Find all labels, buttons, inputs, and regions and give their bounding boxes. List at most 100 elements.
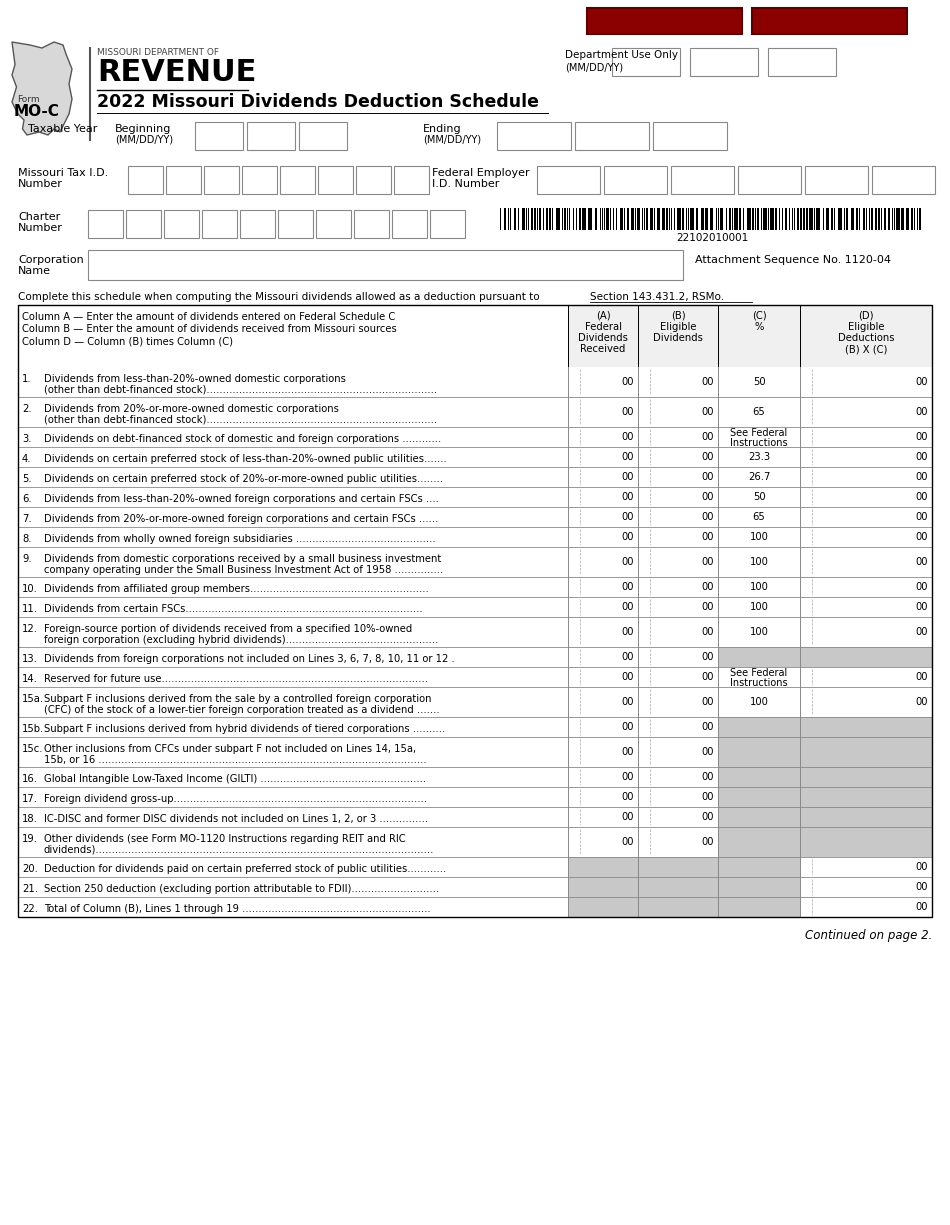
Bar bbox=[627, 208, 629, 230]
Bar bbox=[800, 767, 932, 786]
Text: Corporation: Corporation bbox=[18, 255, 84, 265]
Bar bbox=[716, 208, 717, 230]
Text: 00: 00 bbox=[701, 472, 714, 481]
Text: 5.: 5. bbox=[22, 474, 31, 484]
Text: 00: 00 bbox=[701, 697, 714, 707]
Bar bbox=[859, 208, 860, 230]
Bar bbox=[785, 208, 787, 230]
Bar bbox=[800, 305, 932, 367]
Text: 00: 00 bbox=[916, 472, 928, 481]
Bar bbox=[768, 208, 769, 230]
Text: 00: 00 bbox=[701, 812, 714, 822]
Bar bbox=[872, 167, 935, 194]
Bar bbox=[202, 209, 237, 238]
Text: Column A — Enter the amount of dividends entered on Federal Schedule C: Column A — Enter the amount of dividends… bbox=[22, 312, 395, 322]
Bar bbox=[701, 208, 704, 230]
Bar bbox=[568, 597, 638, 617]
Bar bbox=[800, 527, 932, 548]
Text: See Federal: See Federal bbox=[731, 428, 788, 439]
Text: (D): (D) bbox=[858, 311, 874, 321]
Bar bbox=[573, 208, 574, 230]
Bar bbox=[392, 209, 427, 238]
Bar bbox=[718, 647, 800, 666]
Text: (MM/DD/YY): (MM/DD/YY) bbox=[115, 135, 173, 145]
Text: Column D — Column (B) times Column (C): Column D — Column (B) times Column (C) bbox=[22, 336, 233, 345]
Text: Name: Name bbox=[18, 266, 51, 276]
Bar bbox=[638, 467, 718, 488]
Text: 00: 00 bbox=[621, 627, 634, 637]
Bar bbox=[718, 548, 800, 577]
Bar bbox=[911, 208, 913, 230]
Text: (B): (B) bbox=[671, 311, 685, 321]
Bar bbox=[195, 122, 243, 149]
Text: Ending: Ending bbox=[423, 124, 462, 134]
Text: 00: 00 bbox=[621, 697, 634, 707]
Bar bbox=[718, 687, 800, 717]
Bar bbox=[604, 208, 605, 230]
Bar bbox=[826, 208, 829, 230]
Bar bbox=[869, 208, 870, 230]
Text: 11.: 11. bbox=[22, 604, 38, 614]
Bar bbox=[620, 208, 623, 230]
Text: 00: 00 bbox=[621, 582, 634, 592]
Text: I.D. Number: I.D. Number bbox=[432, 179, 500, 189]
Bar bbox=[638, 488, 718, 507]
Bar bbox=[884, 208, 886, 230]
Bar bbox=[779, 208, 780, 230]
Text: REVENUE: REVENUE bbox=[97, 58, 256, 87]
Text: 00: 00 bbox=[701, 722, 714, 733]
Text: 00: 00 bbox=[701, 747, 714, 757]
Bar bbox=[642, 208, 643, 230]
Bar bbox=[600, 208, 601, 230]
Text: Dividends from affiliated group members.........................................: Dividends from affiliated group members.… bbox=[44, 584, 428, 594]
Bar bbox=[803, 208, 805, 230]
Bar bbox=[568, 617, 638, 647]
Bar bbox=[18, 305, 568, 367]
Text: 00: 00 bbox=[701, 452, 714, 462]
Text: 15b, or 16 .....................................................................: 15b, or 16 .............................… bbox=[44, 755, 427, 764]
Bar bbox=[624, 208, 625, 230]
Bar bbox=[576, 208, 577, 230]
Text: 00: 00 bbox=[916, 601, 928, 612]
Text: 00: 00 bbox=[701, 557, 714, 567]
Bar bbox=[568, 858, 638, 877]
Bar bbox=[18, 397, 568, 428]
Bar bbox=[831, 208, 833, 230]
Bar bbox=[568, 807, 638, 827]
Text: 00: 00 bbox=[621, 747, 634, 757]
Text: Attachment Sequence No. 1120-04: Attachment Sequence No. 1120-04 bbox=[695, 255, 891, 265]
Text: 00: 00 bbox=[701, 492, 714, 502]
Bar bbox=[809, 208, 813, 230]
Bar bbox=[834, 208, 835, 230]
Bar bbox=[394, 167, 429, 194]
Bar bbox=[18, 687, 568, 717]
Text: 3.: 3. bbox=[22, 434, 31, 443]
Text: 00: 00 bbox=[621, 492, 634, 502]
Text: 00: 00 bbox=[916, 902, 928, 911]
Bar bbox=[18, 368, 568, 397]
Text: 00: 00 bbox=[916, 673, 928, 682]
Bar bbox=[579, 208, 581, 230]
Text: 00: 00 bbox=[621, 512, 634, 522]
Bar bbox=[534, 208, 536, 230]
Bar bbox=[568, 786, 638, 807]
Bar bbox=[800, 858, 932, 877]
Bar bbox=[878, 208, 880, 230]
Bar bbox=[526, 208, 527, 230]
Bar bbox=[677, 208, 681, 230]
Bar bbox=[18, 507, 568, 527]
Text: Deduction for dividends paid on certain preferred stock of public utilities.....: Deduction for dividends paid on certain … bbox=[44, 864, 446, 873]
Bar bbox=[800, 687, 932, 717]
Bar bbox=[567, 208, 568, 230]
Text: Foreign dividend gross-up.......................................................: Foreign dividend gross-up...............… bbox=[44, 794, 427, 804]
Bar bbox=[18, 467, 568, 488]
Text: 00: 00 bbox=[621, 812, 634, 822]
Bar bbox=[638, 597, 718, 617]
Bar bbox=[18, 717, 568, 737]
Bar bbox=[568, 305, 638, 367]
Text: (MM/DD/YY): (MM/DD/YY) bbox=[565, 62, 623, 72]
Bar bbox=[805, 167, 868, 194]
Text: Dividends from 20%-or-more-owned foreign corporations and certain FSCs ......: Dividends from 20%-or-more-owned foreign… bbox=[44, 514, 438, 524]
Text: 4.: 4. bbox=[22, 454, 31, 464]
Text: 00: 00 bbox=[701, 837, 714, 846]
